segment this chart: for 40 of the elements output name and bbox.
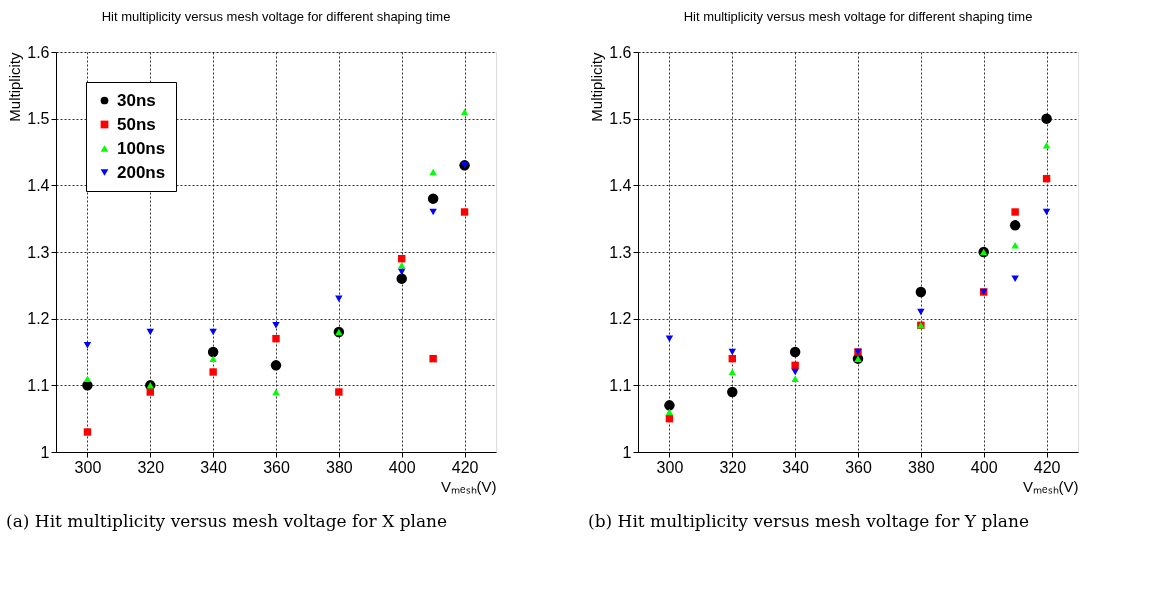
x-axis-title: Vₘₑₛₕ(V) — [440, 477, 497, 495]
y-tick-label: 1.4 — [27, 176, 50, 194]
legend-label: 30ns — [117, 90, 156, 110]
x-tick-label: 360 — [845, 458, 872, 476]
text: (a) Hit multiplicity versus mesh voltage for X plane — [6, 511, 448, 531]
x-tick-label: 300 — [656, 458, 684, 476]
y-tick-label: 1.3 — [27, 243, 50, 261]
x-tick-label: 400 — [970, 458, 998, 476]
legend-label: 200ns — [117, 162, 166, 182]
legend-label: 50ns — [117, 114, 156, 134]
x-tick-label: 320 — [137, 458, 165, 476]
y-tick-label: 1.1 — [609, 376, 632, 394]
x-tick-label: 380 — [326, 458, 353, 476]
x-tick-label: 320 — [719, 458, 747, 476]
x-tick-label: 300 — [74, 458, 102, 476]
y-tick-label: 1.6 — [27, 43, 50, 61]
legend-label: 100ns — [117, 138, 166, 158]
y-axis-title: Multiplicity — [588, 52, 606, 122]
y-tick-label: 1.3 — [609, 243, 632, 261]
y-tick-label: 1.5 — [27, 110, 50, 128]
x-tick-label: 340 — [782, 458, 810, 476]
x-tick-label: 420 — [451, 458, 479, 476]
y-tick-label: 1.2 — [27, 310, 50, 328]
y-tick-label: 1.4 — [609, 176, 632, 194]
x-tick-label: 360 — [263, 458, 290, 476]
y-axis-title: Multiplicity — [6, 52, 24, 122]
y-tick-label: 1.1 — [27, 376, 50, 394]
y-tick-label: 1 — [622, 443, 632, 461]
chart-title: Hit multiplicity versus mesh voltage for different shaping time — [683, 9, 1033, 24]
text: (b) Hit multiplicity versus mesh voltage for Y plane — [588, 511, 1029, 531]
y-tick-label: 1.6 — [609, 43, 632, 61]
x-axis-title: Vₘₑₛₕ(V) — [1022, 477, 1079, 495]
x-tick-label: 400 — [388, 458, 416, 476]
y-tick-label: 1 — [40, 443, 50, 461]
y-tick-label: 1.2 — [609, 310, 632, 328]
x-tick-label: 420 — [1033, 458, 1061, 476]
x-tick-label: 340 — [200, 458, 228, 476]
x-tick-label: 380 — [908, 458, 935, 476]
y-tick-label: 1.5 — [609, 110, 632, 128]
chart-title: Hit multiplicity versus mesh voltage for different shaping time — [101, 9, 451, 24]
